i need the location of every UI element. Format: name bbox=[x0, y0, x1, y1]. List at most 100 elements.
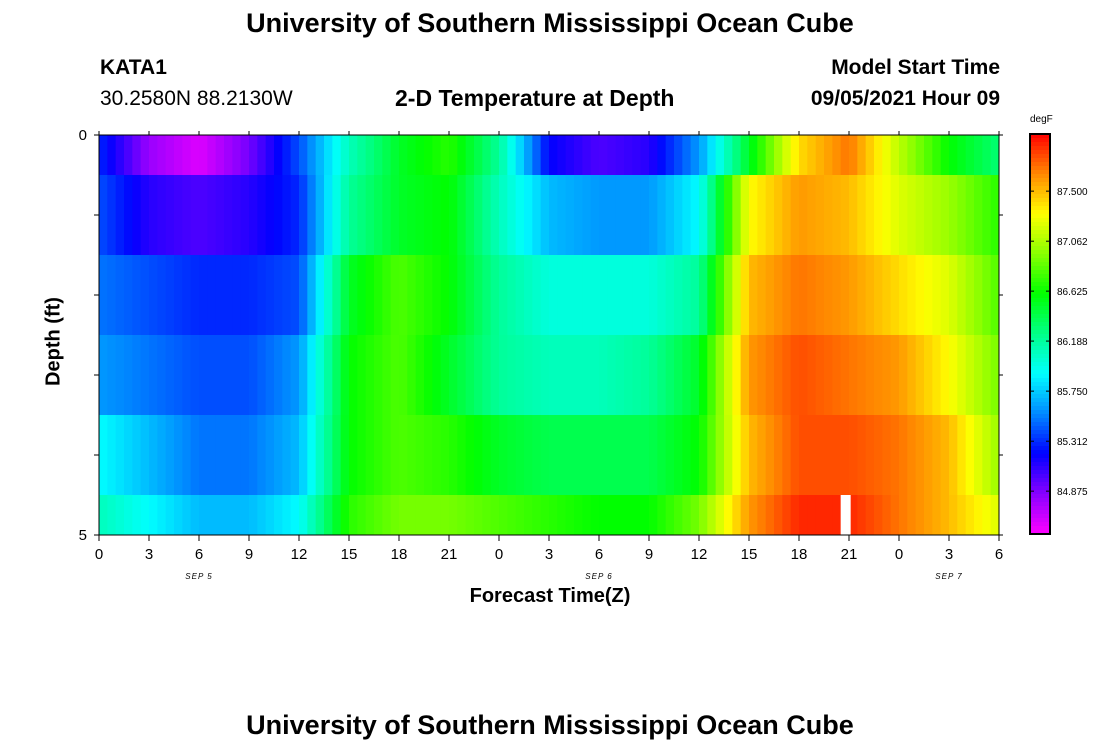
heatmap-cell bbox=[215, 335, 225, 415]
heatmap-cell bbox=[274, 415, 283, 495]
heatmap-cell bbox=[749, 135, 758, 175]
heatmap-cell bbox=[765, 415, 775, 495]
x-axis-title: Forecast Time(Z) bbox=[469, 585, 631, 607]
heatmap-cell bbox=[940, 335, 950, 415]
heatmap-cell bbox=[815, 495, 825, 535]
heatmap-cell bbox=[565, 495, 575, 535]
heatmap-cell bbox=[457, 135, 467, 175]
heatmap-cell bbox=[815, 415, 825, 495]
heatmap-cell bbox=[274, 135, 283, 175]
heatmap-cell bbox=[190, 255, 200, 335]
x-tick-label: 3 bbox=[545, 546, 553, 563]
heatmap-cell bbox=[549, 415, 558, 495]
heatmap-cell bbox=[740, 135, 750, 175]
x-tick-label: 3 bbox=[945, 546, 953, 563]
heatmap-cell bbox=[315, 335, 325, 415]
colorbar-segment bbox=[1030, 510, 1050, 515]
heatmap-cell bbox=[257, 495, 267, 535]
heatmap-cell bbox=[857, 335, 867, 415]
heatmap-cell bbox=[115, 135, 125, 175]
heatmap-cell bbox=[315, 135, 325, 175]
colorbar-segment bbox=[1030, 234, 1050, 239]
heatmap-cell bbox=[990, 135, 1000, 175]
colorbar-segment bbox=[1030, 162, 1050, 167]
heatmap-cell bbox=[199, 175, 208, 255]
colorbar-segment bbox=[1030, 174, 1050, 179]
heatmap-cell bbox=[315, 495, 325, 535]
y-tick-label: 5 bbox=[79, 527, 87, 544]
colorbar-segment bbox=[1030, 158, 1050, 163]
heatmap-cell bbox=[424, 415, 433, 495]
heatmap-cell bbox=[940, 175, 950, 255]
heatmap-cell bbox=[532, 255, 542, 335]
heatmap-cell bbox=[615, 335, 625, 415]
heatmap-cell bbox=[924, 135, 933, 175]
heatmap-cell bbox=[924, 415, 933, 495]
heatmap-cell bbox=[782, 255, 792, 335]
heatmap-cell bbox=[740, 335, 750, 415]
heatmap-cell bbox=[957, 175, 967, 255]
heatmap-cell bbox=[932, 255, 942, 335]
heatmap-cell bbox=[299, 495, 308, 535]
heatmap-cell bbox=[574, 495, 583, 535]
colorbar-segment bbox=[1030, 318, 1050, 323]
heatmap-cell bbox=[865, 255, 875, 335]
station-id: KATA1 bbox=[100, 56, 167, 79]
heatmap-cell bbox=[382, 255, 392, 335]
heatmap-cell bbox=[399, 135, 408, 175]
heatmap-cell bbox=[490, 175, 500, 255]
heatmap-cell bbox=[540, 495, 550, 535]
heatmap-cell bbox=[207, 495, 217, 535]
heatmap-cell bbox=[807, 135, 817, 175]
heatmap-cell bbox=[457, 335, 467, 415]
heatmap-cell bbox=[149, 495, 158, 535]
heatmap-cell bbox=[790, 135, 800, 175]
heatmap-cell bbox=[549, 135, 558, 175]
heatmap-cell bbox=[974, 415, 983, 495]
heatmap-cell bbox=[474, 335, 483, 415]
heatmap-cell bbox=[207, 255, 217, 335]
heatmap-cell bbox=[440, 135, 450, 175]
heatmap-cell bbox=[757, 175, 767, 255]
colorbar-segment bbox=[1030, 358, 1050, 363]
heatmap-cell bbox=[607, 255, 617, 335]
heatmap-cell bbox=[632, 335, 642, 415]
colorbar: 84.875 85.312 85.750 86.188 86.625 87.062 87.5… bbox=[1029, 133, 1088, 535]
heatmap-cell bbox=[174, 135, 183, 175]
colorbar-segment bbox=[1030, 206, 1050, 211]
heatmap-cell bbox=[290, 415, 300, 495]
heatmap-cell bbox=[940, 415, 950, 495]
heatmap-cell bbox=[374, 255, 383, 335]
heatmap-cell bbox=[390, 175, 400, 255]
heatmap-cell bbox=[232, 495, 242, 535]
heatmap-cell bbox=[857, 175, 867, 255]
colorbar-segment bbox=[1030, 226, 1050, 231]
colorbar-segment bbox=[1030, 366, 1050, 371]
colorbar-segment bbox=[1030, 502, 1050, 507]
heatmap-cell bbox=[132, 495, 142, 535]
colorbar-segment bbox=[1030, 398, 1050, 403]
colorbar-segment bbox=[1030, 242, 1050, 247]
heatmap-cell bbox=[749, 495, 758, 535]
heatmap-cell bbox=[965, 135, 975, 175]
heatmap-cell bbox=[740, 415, 750, 495]
heatmap-cell bbox=[282, 255, 292, 335]
heatmap-cell bbox=[174, 335, 183, 415]
colorbar-segment bbox=[1030, 426, 1050, 431]
heatmap-cell bbox=[499, 335, 508, 415]
heatmap-cell bbox=[282, 135, 292, 175]
heatmap-cell bbox=[432, 135, 442, 175]
heatmap-cell bbox=[490, 415, 500, 495]
heatmap-cell bbox=[899, 495, 908, 535]
heatmap-cell bbox=[657, 335, 667, 415]
x-tick-label: 18 bbox=[791, 546, 808, 563]
colorbar-segment bbox=[1030, 326, 1050, 331]
colorbar-segment bbox=[1030, 474, 1050, 479]
heatmap-cell bbox=[890, 415, 900, 495]
heatmap-cell bbox=[574, 175, 583, 255]
heatmap-cell bbox=[257, 175, 267, 255]
heatmap-cell bbox=[182, 135, 192, 175]
heatmap-cell bbox=[915, 495, 925, 535]
heatmap-cell bbox=[715, 175, 725, 255]
colorbar-segment bbox=[1030, 222, 1050, 227]
